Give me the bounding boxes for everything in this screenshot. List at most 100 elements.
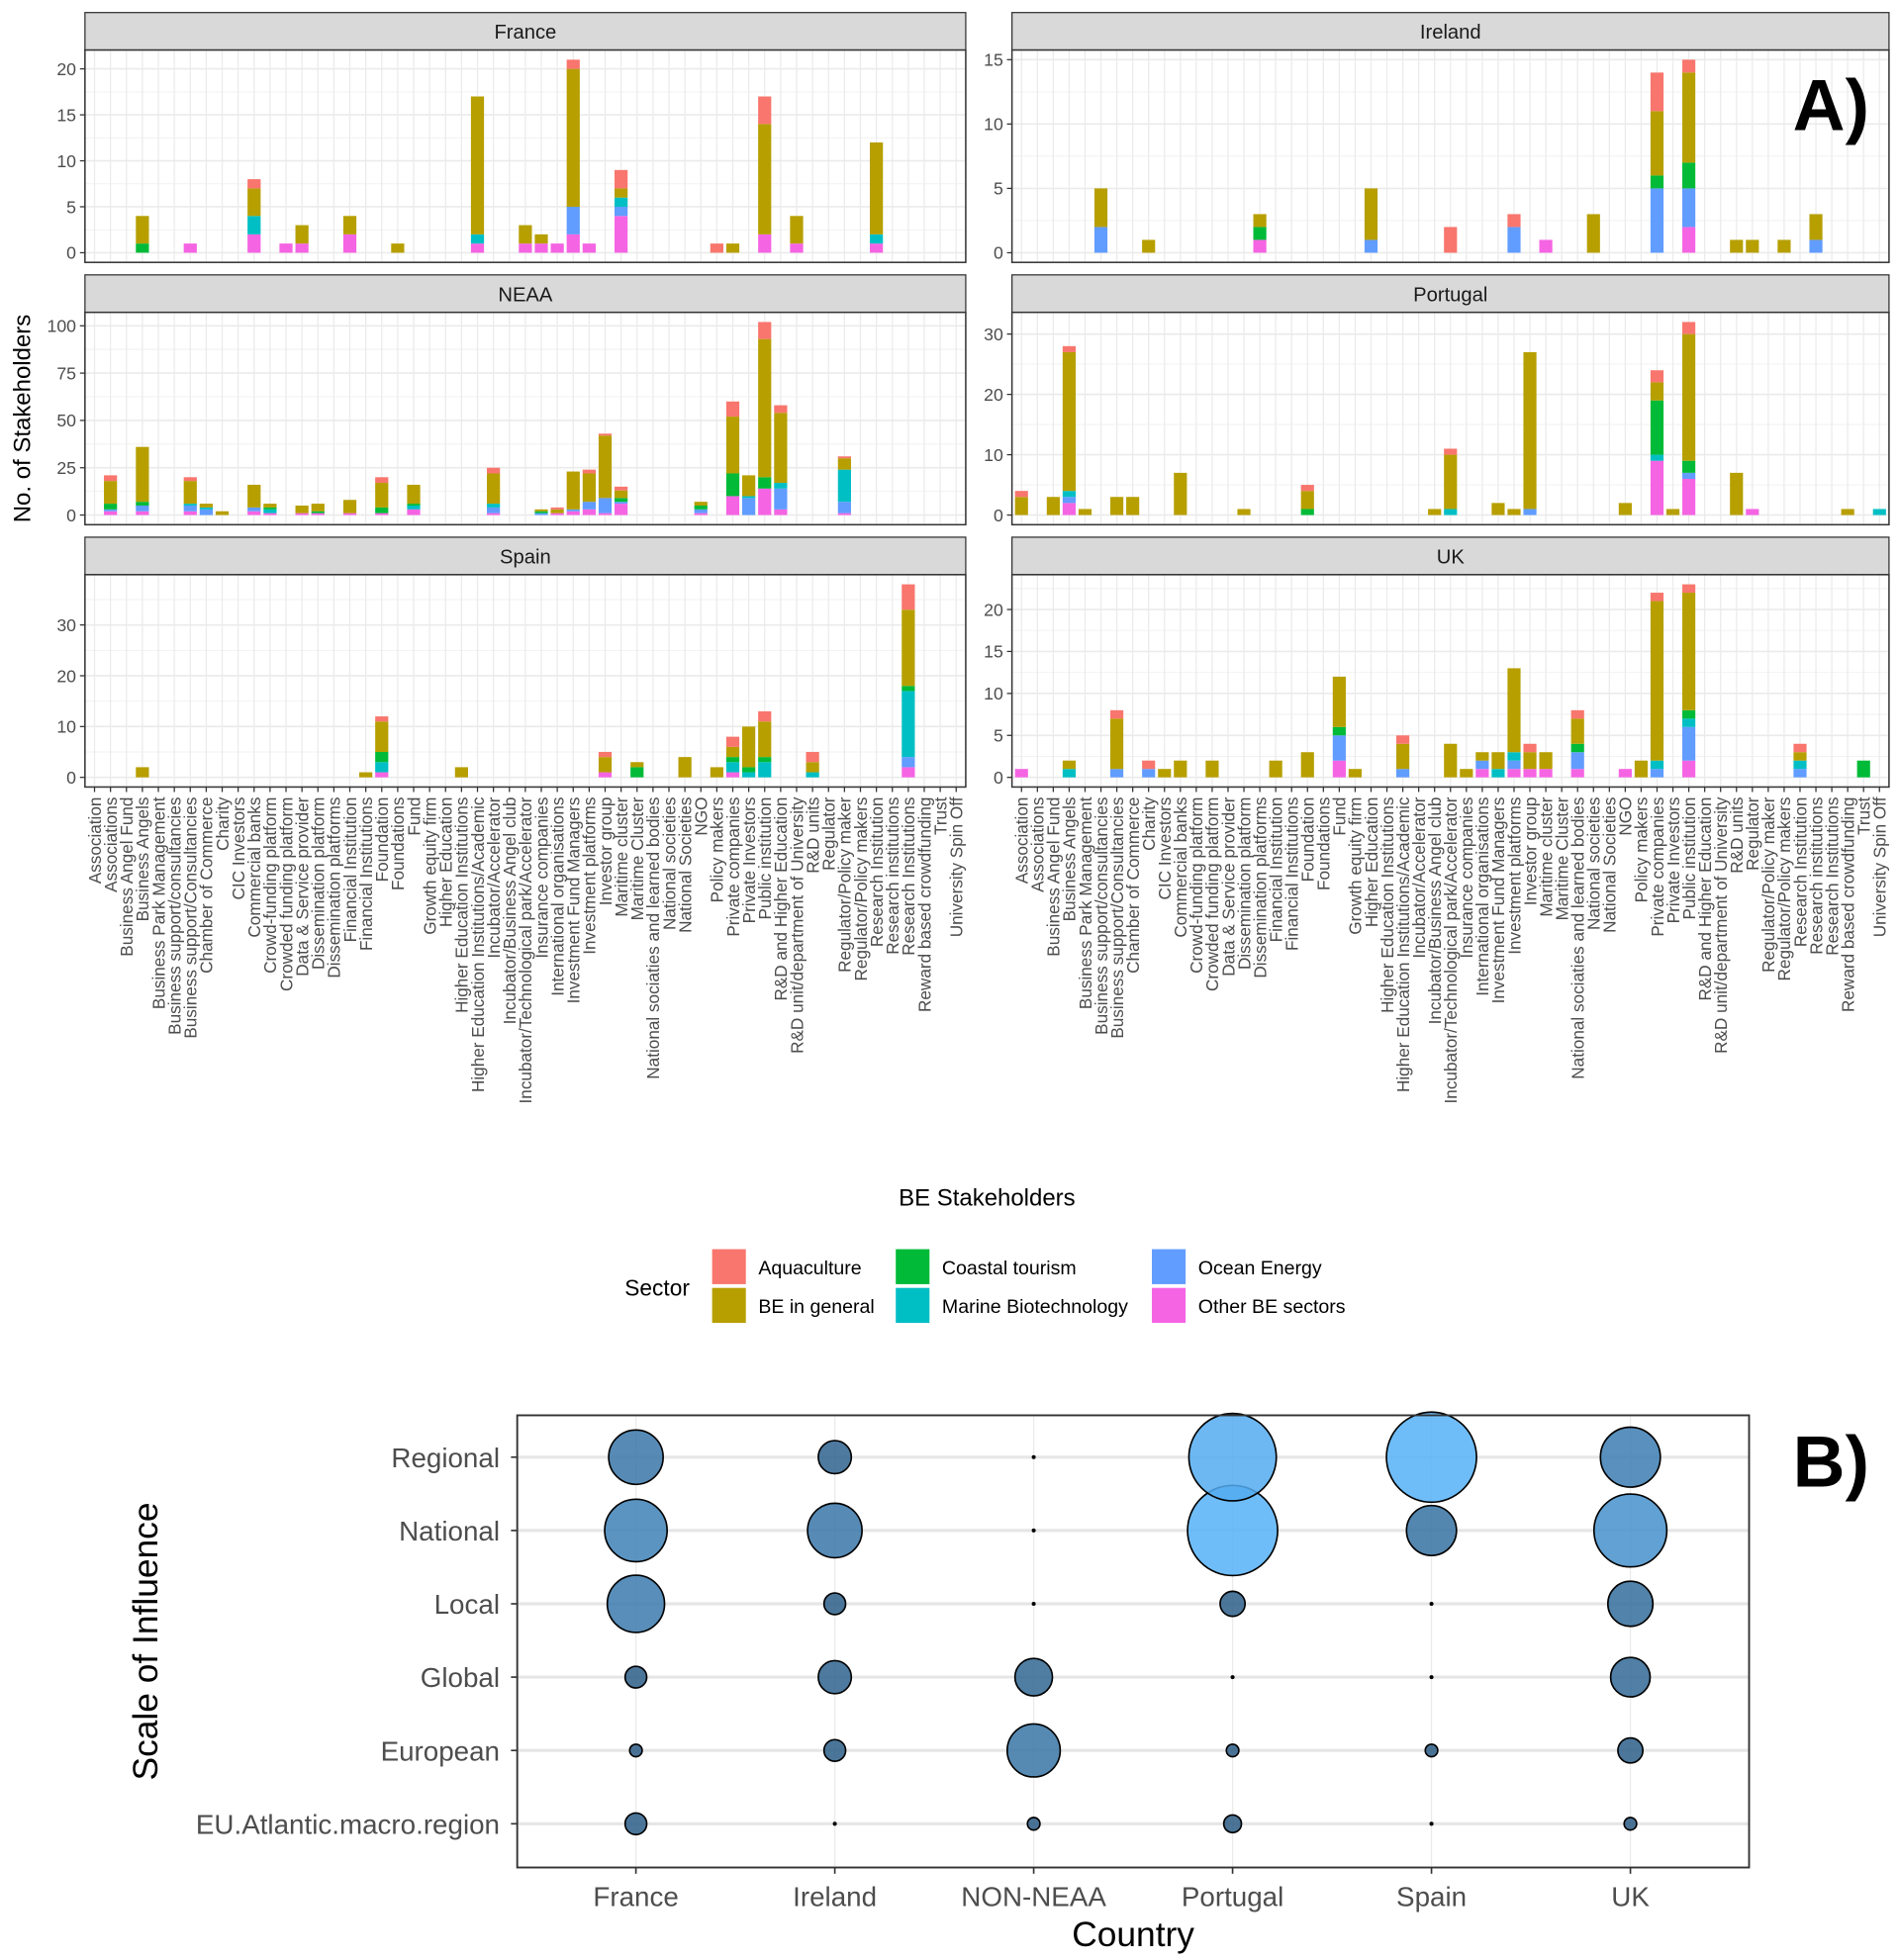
x-tick-label: Incubator/Business Angel club [500, 797, 520, 1025]
bubble-point [606, 1574, 666, 1633]
facet-panel-portugal: Portugal 0 10 20 30 [984, 274, 1890, 526]
bar-segment [311, 511, 325, 513]
bar-segment [582, 469, 596, 474]
x-tick-label: R&D units [803, 797, 822, 874]
x-tick-label: Crowded funding platform [276, 797, 296, 991]
facet-strip [1010, 536, 1890, 576]
bar-segment [375, 483, 389, 508]
bar-segment [1300, 509, 1314, 515]
x-tick-label: Associations [1028, 797, 1048, 892]
bar-segment [1332, 726, 1346, 736]
x-tick-label: R&D unit/department of University [1711, 796, 1731, 1054]
bar-segment [837, 458, 851, 470]
bubble-point [822, 1592, 847, 1616]
bar-segment [615, 498, 628, 503]
panel-b-bubble-chart: EU.Atlantic.macro.region European Global Lo… [196, 1411, 1751, 1913]
bar-segment [1062, 760, 1077, 770]
bar-segment [1444, 227, 1458, 253]
bar-segment [1793, 752, 1807, 761]
y-tick-label: 50 [56, 411, 76, 430]
bar-segment [725, 757, 740, 763]
bar-segment [1650, 769, 1664, 778]
bubble-panel-border [516, 1414, 1751, 1869]
x-tick-label: Insurance companies [531, 797, 551, 959]
bar-segment [1253, 227, 1267, 240]
bar [1872, 509, 1886, 515]
bar [1665, 509, 1680, 515]
bar-segment [1507, 668, 1521, 753]
bar-segment [598, 435, 613, 499]
x-tick-label: Policy makers [708, 797, 727, 903]
x-tick-label: Business Angel Fund [1044, 797, 1064, 957]
x-tick-label: Private Investors [739, 797, 759, 924]
x-tick-label: Higher Education Institutions [452, 797, 472, 1013]
bar-segment [1348, 769, 1363, 778]
x-tick-label: Reward based crowdfunding [1838, 797, 1857, 1012]
x-tick-label: Higher Education [1362, 797, 1381, 928]
bar-segment [1491, 752, 1505, 770]
bar-segment [375, 721, 389, 753]
bubble-point [1230, 1675, 1235, 1680]
x-tick-label: Regulator/Policy maker [835, 796, 855, 973]
y-tick-label: 75 [56, 363, 76, 383]
bar [1523, 743, 1537, 778]
y-tick-label: 20 [56, 666, 76, 686]
x-tick-label: Maritime Cluster [1552, 796, 1571, 920]
bubble-point [1606, 1580, 1655, 1628]
bar-segment [1300, 491, 1314, 510]
x-tick-label: Regulator/Policy maker [1758, 796, 1778, 973]
bar [1539, 752, 1553, 778]
bar-segment [1570, 743, 1584, 753]
bar-segment [758, 338, 772, 478]
bar-segment [1682, 322, 1696, 334]
bar-segment [1650, 760, 1664, 770]
bar-segment [630, 762, 644, 768]
bar [1841, 509, 1854, 515]
bar-segment [694, 509, 708, 513]
bar-segment [136, 243, 149, 253]
x-tick-label: Business Angels [133, 797, 152, 922]
bar [247, 179, 261, 253]
x-tick-label: Public institution [1679, 797, 1699, 920]
bar-segment [1682, 593, 1696, 710]
bubble-point [1013, 1657, 1054, 1697]
bar-segment [1650, 460, 1664, 515]
bar-segment [582, 509, 596, 515]
bar-segment [1809, 214, 1823, 240]
bar [1300, 485, 1314, 515]
bar-segment [199, 507, 214, 510]
bar-segment [1253, 239, 1267, 253]
bar [902, 584, 915, 778]
bar [1507, 214, 1521, 253]
bar-segment [454, 767, 468, 778]
bar-segment [902, 686, 915, 692]
x-tick-label: Foundations [1314, 797, 1334, 890]
bar-segment [582, 473, 596, 503]
y-tick-label: 20 [56, 59, 76, 79]
bar-segment [774, 413, 788, 484]
x-tick-label: Charity [213, 796, 233, 851]
bar-segment [774, 405, 788, 414]
bar-segment [470, 243, 485, 253]
bar-segment [1014, 491, 1028, 498]
bar-segment [1634, 760, 1649, 778]
bar [470, 96, 485, 253]
bar-segment [1682, 72, 1696, 163]
bar [725, 736, 740, 778]
bar [710, 243, 723, 253]
bar [1014, 769, 1028, 778]
bar-segment [247, 179, 261, 189]
bar-segment [566, 509, 580, 512]
bar-segment [837, 456, 851, 459]
bubble-point [1222, 1814, 1243, 1834]
bar-segment [487, 513, 501, 515]
bar [1269, 760, 1282, 778]
y-tick-label: 15 [984, 642, 1003, 662]
x-tick-label: Investment Fund Managers [1488, 797, 1508, 1004]
bar [1142, 239, 1156, 253]
bar-segment [104, 481, 118, 505]
bar-segment [1062, 351, 1077, 492]
bar-segment [1491, 503, 1505, 515]
x-tick-label: Growth equity firm [420, 797, 439, 935]
bar-segment [694, 513, 708, 515]
